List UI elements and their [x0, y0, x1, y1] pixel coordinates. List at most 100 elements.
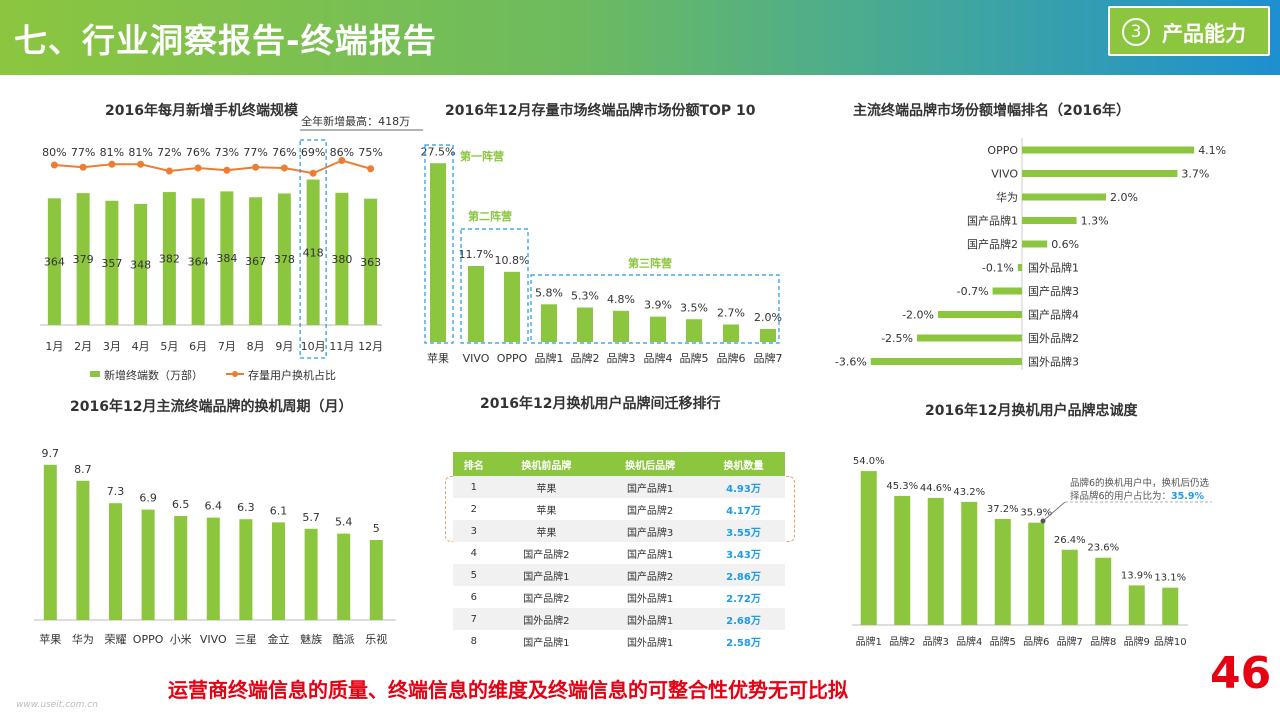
x-tick-label: 4月	[132, 340, 150, 353]
table-cell: 国外品牌1	[598, 608, 702, 630]
line-value-label: 76%	[186, 146, 210, 159]
table-cell: 国产品牌1	[523, 637, 570, 649]
bar	[1128, 585, 1145, 625]
table-row: 2 苹果 国产品牌2 4.17万	[453, 498, 785, 520]
page-title: 七、行业洞察报告-终端报告	[14, 21, 437, 60]
x-tick-label: 品牌8	[1090, 635, 1116, 648]
x-tick-label: OPPO	[497, 352, 528, 365]
bar-value-label: 6.9	[139, 492, 157, 505]
x-tick-label: 乐视	[365, 632, 387, 646]
line-point	[137, 160, 145, 168]
line-point	[338, 157, 346, 164]
bar-value-label: 3.5%	[680, 301, 708, 314]
x-tick-label: 品牌2	[889, 635, 915, 648]
bar-value-label: 364	[44, 256, 65, 269]
bar-value-label: 5	[373, 522, 380, 535]
footer-text: 运营商终端信息的质量、终端信息的维度及终端信息的可整合性优势无可比拟	[168, 678, 848, 702]
table-cell: 国外品牌1	[626, 593, 674, 605]
bar	[760, 329, 776, 342]
bar-value-label: 13.1%	[1154, 573, 1186, 584]
category-label: 国外品牌3	[1028, 355, 1079, 369]
bar-value-label: 7.3	[107, 485, 125, 498]
bar	[468, 265, 484, 342]
table-row: 8 国产品牌1 国外品牌1 2.58万	[453, 630, 785, 652]
x-tick-label: 华为	[72, 632, 94, 646]
table-cell: 2.72万	[726, 593, 761, 605]
category-label: 国产品牌1	[967, 214, 1018, 228]
table-cell: 2.86万	[702, 564, 785, 586]
table-row: 4 国产品牌2 国产品牌1 3.43万	[453, 542, 785, 564]
bar-value-label: 27.5%	[421, 145, 456, 158]
bar	[277, 193, 291, 325]
header-bar: 七、行业洞察报告-终端报告 3 产品能力	[0, 0, 1280, 75]
bar	[220, 191, 234, 325]
annotation-leader	[1042, 501, 1066, 522]
bar	[369, 540, 383, 620]
bar-value-label: 380	[331, 253, 352, 266]
bar	[76, 193, 90, 325]
line-point	[223, 166, 231, 174]
line-value-label: 72%	[157, 146, 181, 159]
bar	[994, 518, 1011, 625]
table-cell: 苹果	[494, 520, 599, 542]
x-tick-label: 品牌3	[607, 351, 636, 365]
table-row: 5 国产品牌1 国产品牌2 2.86万	[453, 564, 785, 586]
bar-value-label: 13.9%	[1121, 570, 1153, 581]
x-tick-label: 品牌6	[1023, 635, 1049, 648]
table-cell: 5	[453, 564, 495, 586]
bar-value-label: 3.7%	[1181, 168, 1209, 181]
category-label: 国产品牌4	[1028, 308, 1079, 322]
bar	[894, 495, 911, 625]
line-value-label: 69%	[301, 146, 325, 159]
bar-value-label: 44.6%	[920, 483, 952, 494]
category-label: 华为	[996, 190, 1018, 204]
bar	[191, 198, 205, 325]
bar-value-label: 363	[360, 256, 381, 269]
annotation-line-2: 择品牌6的用户占比为：35.9%	[1070, 490, 1204, 502]
bar	[337, 533, 351, 620]
bar-value-label: -0.7%	[957, 285, 989, 298]
bar-value-label: 0.6%	[1051, 238, 1079, 251]
bar-value-label: 418	[303, 246, 324, 259]
x-tick-label: 三星	[235, 633, 257, 646]
line-value-label: 81%	[128, 146, 152, 159]
section-badge: 3 产品能力	[1108, 6, 1270, 56]
loyalty-chart-title: 2016年12月换机用户品牌忠诚度	[925, 403, 1138, 419]
line-point	[108, 160, 116, 168]
bar-value-label: 6.3	[237, 501, 255, 514]
bar	[206, 517, 220, 620]
line-point	[309, 169, 317, 177]
bar-value-label: 384	[216, 252, 237, 265]
table-cell: 国产品牌1	[494, 564, 599, 586]
bar	[927, 497, 944, 625]
x-tick-label: OPPO	[133, 633, 164, 646]
x-tick-label: 品牌5	[990, 635, 1016, 648]
table-row: 3 苹果 国产品牌3 3.55万	[453, 520, 785, 542]
table-cell: 2.58万	[726, 637, 761, 649]
bar-value-label: 4.8%	[607, 293, 635, 306]
category-label: 国外品牌2	[1028, 331, 1079, 345]
bar	[109, 503, 122, 620]
table-cell: 4	[470, 547, 477, 559]
bar-value-label: 3.9%	[644, 299, 672, 312]
badge-number: 3	[1122, 18, 1150, 46]
x-tick-label: 品牌3	[923, 635, 949, 648]
bar	[860, 471, 877, 625]
bar	[1017, 264, 1022, 271]
bar-value-label: 8.7	[74, 463, 92, 476]
table-cell: 国产品牌2	[626, 505, 674, 517]
bar-value-label: 10.8%	[495, 254, 530, 267]
x-tick-label: 品牌10	[1154, 635, 1187, 648]
bar-value-label: 43.2%	[953, 487, 985, 498]
x-tick-label: 品牌2	[571, 351, 600, 365]
bar	[1022, 217, 1077, 224]
page-number: 46	[1210, 648, 1272, 699]
table-cell: 3.43万	[726, 549, 761, 561]
bar	[541, 304, 557, 342]
x-tick-label: 品牌7	[1057, 635, 1083, 648]
table-header-cell: 换机数量	[702, 452, 785, 476]
bar-value-label: -3.6%	[835, 356, 867, 369]
table-cell: 国产品牌2	[523, 593, 570, 605]
